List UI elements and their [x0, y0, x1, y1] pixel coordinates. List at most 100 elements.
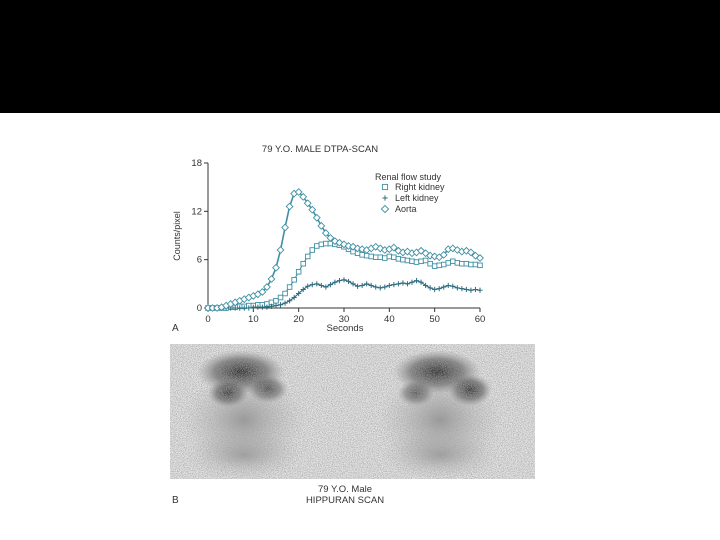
left-kidney-point [472, 286, 479, 293]
right-kidney-point [291, 277, 297, 283]
aorta-point [462, 246, 471, 255]
right-kidney-point [372, 254, 379, 260]
aorta-point [299, 192, 308, 201]
y-tick-label: 18 [191, 158, 202, 169]
aorta-point [326, 233, 335, 242]
left-kidney-point [250, 304, 256, 310]
aorta-point [417, 246, 426, 255]
left-kidney-point [355, 283, 361, 289]
left-kidney-point [441, 284, 447, 290]
right-kidney-point [314, 243, 320, 249]
y-tick-label: 0 [197, 303, 202, 314]
panel-b-letter: B [172, 495, 179, 506]
left-kidney-point [436, 286, 442, 292]
right-kidney-point [363, 252, 370, 259]
right-kidney-point [359, 252, 365, 258]
right-kidney-point [286, 284, 293, 290]
aorta-point [466, 248, 475, 257]
right-kidney-point [295, 269, 302, 275]
aorta-point [303, 199, 312, 208]
right-kidney-point [377, 254, 384, 260]
y-tick-label: 12 [191, 206, 202, 217]
legend-marker-left-kidney [382, 195, 388, 201]
aorta-point [389, 243, 398, 252]
right-kidney-point [427, 260, 433, 267]
left-kidney-point [332, 279, 338, 285]
left-kidney-point [468, 287, 474, 293]
aorta-point [439, 250, 448, 259]
left-kidney-point [359, 282, 365, 289]
right-kidney-point [422, 257, 429, 264]
right-kidney-point [477, 262, 483, 269]
right-kidney-point [413, 259, 420, 265]
left-kidney-point [327, 282, 333, 288]
aorta-point [448, 244, 457, 253]
series-layer [204, 188, 484, 312]
x-tick-label: 60 [475, 314, 486, 325]
right-kidney-point [318, 241, 325, 248]
chart-title: 79 Y.O. MALE DTPA-SCAN [262, 144, 378, 155]
right-kidney-point [368, 253, 374, 260]
aorta-point [267, 275, 276, 283]
scan-caption-line1: 79 Y.O. Male [318, 484, 372, 495]
series-aorta [204, 188, 484, 312]
x-tick-label: 50 [429, 314, 440, 325]
right-kidney-point [400, 256, 406, 263]
left-kidney-point [268, 303, 275, 309]
left-kidney-point [418, 279, 424, 285]
left-kidney-point [373, 284, 379, 290]
panel-a-letter: A [172, 323, 179, 334]
right-kidney-point [472, 261, 479, 268]
x-tick-label: 0 [205, 314, 210, 325]
right-kidney-point [277, 294, 284, 301]
legend-label-right-kidney: Right kidney [395, 182, 445, 192]
right-kidney-point [309, 247, 316, 253]
scan-caption-line2: HIPPURAN SCAN [306, 495, 384, 506]
left-kidney-point [314, 281, 320, 287]
left-kidney-point [432, 286, 438, 293]
left-kidney-point [413, 278, 420, 284]
x-tick-label: 30 [339, 314, 350, 325]
aorta-point [317, 221, 326, 230]
left-kidney-point [345, 278, 352, 285]
left-kidney-point [273, 302, 279, 309]
right-kidney-point [454, 260, 461, 266]
left-kidney-point [336, 278, 343, 284]
x-axis-label: Seconds [327, 323, 364, 334]
right-kidney-point [436, 262, 442, 269]
aorta-point [376, 244, 385, 253]
right-kidney-point [459, 260, 465, 267]
aorta-point [471, 251, 480, 260]
aorta-point [394, 246, 403, 255]
left-kidney-point [309, 282, 315, 288]
right-kidney-point [395, 256, 402, 262]
right-kidney-point [445, 260, 452, 266]
left-kidney-point [318, 282, 324, 289]
left-kidney-point [463, 286, 469, 293]
left-kidney-point [350, 281, 356, 287]
aorta-point [335, 238, 344, 247]
aorta-point [403, 247, 412, 256]
left-kidney-point [445, 282, 451, 289]
right-kidney-point [431, 263, 438, 269]
left-kidney-point [400, 280, 406, 286]
left-kidney-point [259, 304, 265, 310]
left-kidney-point [409, 279, 415, 285]
left-kidney-point [459, 286, 465, 292]
y-axis-label: Counts/pixel [172, 211, 182, 261]
left-kidney-point [391, 282, 397, 288]
aorta-point [321, 229, 330, 238]
aorta-point [294, 188, 303, 196]
legend-label-aorta: Aorta [395, 204, 417, 214]
right-kidney-point [304, 253, 311, 260]
right-kidney-point [386, 253, 393, 260]
x-tick-label: 10 [248, 314, 259, 325]
left-kidney-point [246, 305, 252, 311]
right-kidney-point [382, 255, 388, 261]
right-kidney-point [450, 258, 456, 265]
aorta-point [349, 242, 358, 251]
top-black-band [0, 0, 720, 113]
left-kidney-point [404, 281, 411, 287]
right-kidney-point [463, 260, 470, 267]
